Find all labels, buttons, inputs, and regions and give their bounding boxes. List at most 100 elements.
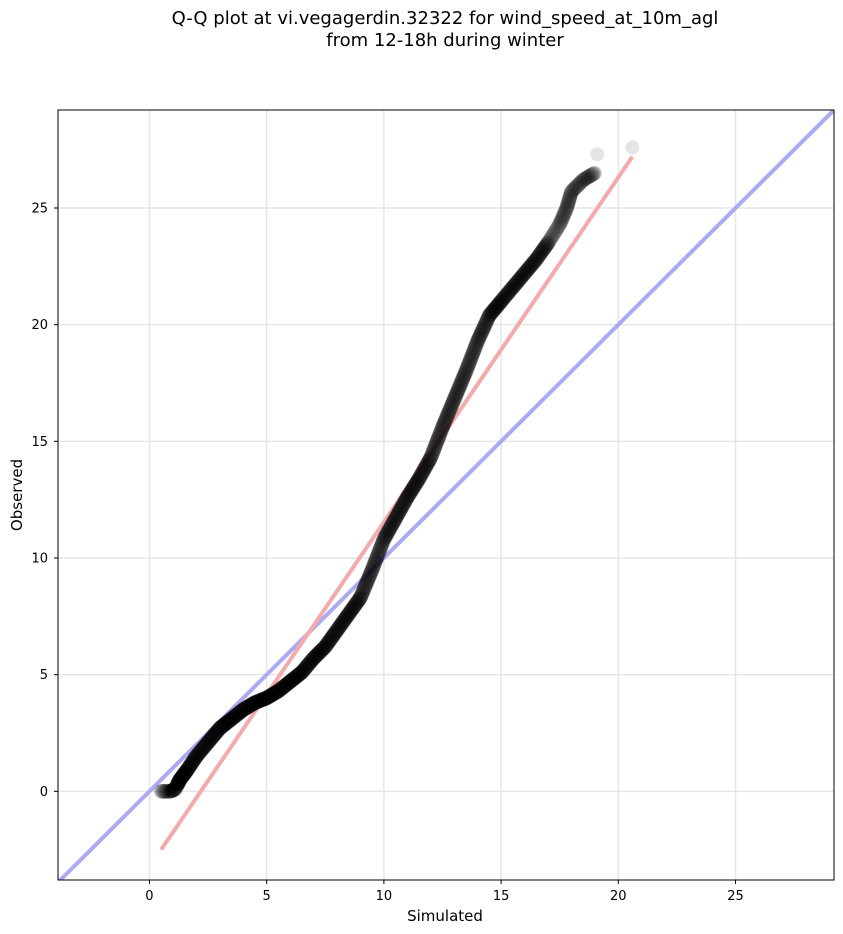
data-point [557,204,573,219]
data-point [209,723,225,739]
data-point [332,618,348,634]
data-point [337,612,353,628]
data-point [476,318,492,334]
data-point [483,305,499,321]
data-point [577,171,593,187]
data-point [207,726,223,742]
data-point [360,572,376,588]
data-point [322,632,338,648]
data-point [192,744,208,760]
data-point [326,626,342,642]
data-point [574,173,590,189]
lines-layer [58,110,834,880]
data-point [346,599,362,615]
data-point [166,782,182,798]
reference-line [58,110,834,880]
data-point [241,698,257,714]
data-point [159,783,175,799]
data-point [512,271,528,287]
data-point [187,750,203,766]
data-point [218,715,234,731]
data-point [179,762,195,778]
data-point [312,644,328,660]
data-point [225,710,241,726]
data-point [458,363,474,379]
data-point [538,237,554,253]
data-point [170,776,186,792]
data-point [540,235,556,251]
data-point [496,290,512,306]
data-point [491,296,507,312]
data-point [430,430,446,446]
data-point [284,672,300,688]
outlier-point [590,147,605,162]
data-point [271,682,287,698]
data-point [249,694,265,710]
data-point [172,771,188,787]
y-tick-label: 15 [31,435,48,450]
data-point [379,525,395,541]
data-point [373,538,389,554]
data-point [166,782,182,798]
data-point [568,179,584,195]
data-point [303,653,319,669]
data-point [182,758,198,774]
data-point [494,292,510,308]
data-point [238,700,254,716]
data-point [448,387,464,403]
chart-title-line-1: Q-Q plot at vi.vegagerdin.32322 for wind… [171,8,719,29]
data-point [495,291,511,307]
data-point [546,226,562,242]
data-point [170,775,186,791]
data-point [323,631,339,646]
data-point [213,719,229,735]
data-point [431,428,447,444]
data-point [492,294,508,310]
data-point [525,255,541,271]
data-point [260,689,276,705]
data-point [263,688,279,703]
data-point [311,645,327,661]
data-point [561,193,577,209]
points-layer [153,140,640,799]
data-point [523,257,539,273]
data-point [340,607,356,623]
data-point [465,346,481,362]
data-point [206,727,222,743]
data-point [461,355,477,371]
data-point [243,697,259,713]
data-point [154,783,170,799]
data-point [560,197,576,212]
data-point [434,419,450,435]
data-point [155,783,171,799]
data-point [554,212,570,228]
data-point [193,743,209,759]
data-point [186,752,202,768]
data-point [283,673,299,689]
data-point [561,192,577,208]
data-point [291,666,307,682]
data-point [328,624,344,639]
data-point [234,702,250,718]
data-point [205,728,221,744]
outlier-point [625,140,640,155]
data-point [214,718,230,734]
data-point [240,699,256,715]
data-point [163,783,179,799]
data-point [267,685,283,701]
data-point [530,249,546,265]
y-tick-label: 25 [31,202,48,217]
data-point [393,501,409,517]
data-point [392,503,408,519]
data-point [208,725,224,741]
data-point [409,475,425,491]
data-point [445,393,461,409]
data-point [157,783,173,799]
data-point [405,480,421,496]
data-point [320,635,336,651]
data-point [481,309,497,325]
data-point [282,674,298,690]
data-point [234,703,250,719]
data-point [290,667,306,683]
data-point [388,509,404,525]
